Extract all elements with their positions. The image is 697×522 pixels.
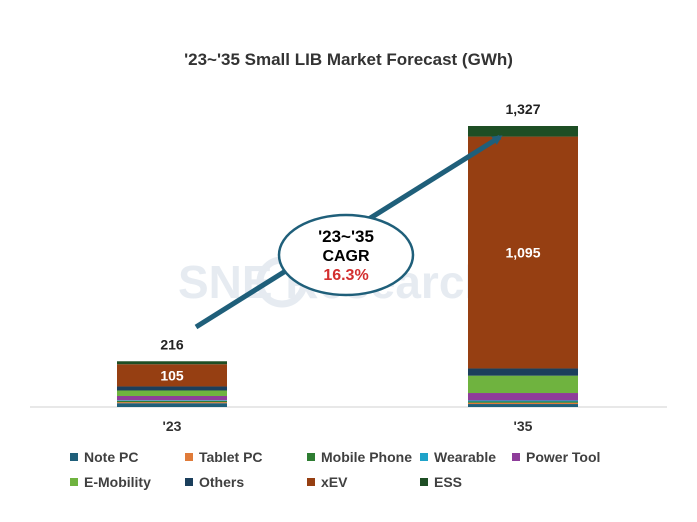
bar-segment	[117, 364, 227, 387]
bar-segment	[468, 402, 578, 405]
legend-item: E-Mobility	[70, 474, 185, 490]
cagr-value: 16.3%	[323, 267, 368, 284]
bar-segment	[468, 393, 578, 401]
bar-segment	[468, 126, 578, 137]
legend-item: Mobile Phone	[307, 449, 420, 465]
category-label: '23	[163, 418, 182, 434]
bar-segment	[117, 402, 227, 404]
bar-segment	[468, 136, 578, 369]
chart-title: '23~'35 Small LIB Market Forecast (GWh)	[184, 50, 513, 69]
legend-swatch	[420, 477, 428, 486]
bar-segment	[117, 400, 227, 401]
cagr-callout: '23~'35 CAGR 16.3%	[277, 213, 415, 297]
legend-item: Wearable	[420, 449, 512, 465]
bar-segment	[468, 404, 578, 407]
legend-label: Mobile Phone	[321, 448, 412, 465]
bar-total-label: 1,327	[505, 101, 540, 117]
legend-row: Note PC Tablet PC Mobile Phone Wearable Powe…	[70, 444, 670, 469]
legend-label: Power Tool	[526, 448, 601, 465]
legend-swatch	[420, 452, 428, 461]
legend-label: xEV	[321, 473, 348, 490]
legend-swatch	[185, 477, 193, 486]
legend-swatch	[70, 452, 78, 461]
bar-segment	[468, 400, 578, 402]
legend-item: ESS	[420, 474, 512, 490]
legend-item: Note PC	[70, 449, 185, 465]
legend-label: ESS	[434, 473, 463, 490]
legend-swatch	[512, 452, 520, 461]
legend-item: xEV	[307, 474, 420, 490]
bar-total-label: 216	[160, 336, 184, 352]
legend: Note PC Tablet PC Mobile Phone Wearable Powe…	[70, 444, 670, 494]
bar-segment	[117, 390, 227, 396]
bar-segment	[468, 375, 578, 394]
legend-swatch	[70, 477, 78, 486]
legend-swatch	[307, 477, 315, 486]
legend-item: Power Tool	[512, 449, 632, 465]
bar-segment	[117, 400, 227, 403]
bar-segment	[117, 361, 227, 365]
legend-item: Tablet PC	[185, 449, 307, 465]
legend-label: Note PC	[84, 448, 139, 465]
segment-value-label: 105	[160, 367, 184, 383]
legend-item: Others	[185, 474, 307, 490]
bar-segment	[468, 401, 578, 403]
segment-value-label: 1,095	[505, 245, 540, 261]
legend-label: Tablet PC	[199, 448, 263, 465]
legend-swatch	[185, 452, 193, 461]
legend-label: E-Mobility	[84, 473, 151, 490]
legend-swatch	[307, 452, 315, 461]
cagr-label: CAGR	[322, 248, 370, 265]
legend-row: E-Mobility Others xEV ESS	[70, 469, 670, 494]
legend-label: Wearable	[434, 448, 496, 465]
bar-segment	[117, 403, 227, 407]
category-label: '35	[514, 418, 533, 434]
legend-label: Others	[199, 473, 245, 490]
bar-segment	[117, 386, 227, 391]
bar-segment	[117, 395, 227, 401]
bar-segment	[468, 368, 578, 376]
cagr-period: '23~'35	[318, 227, 374, 246]
